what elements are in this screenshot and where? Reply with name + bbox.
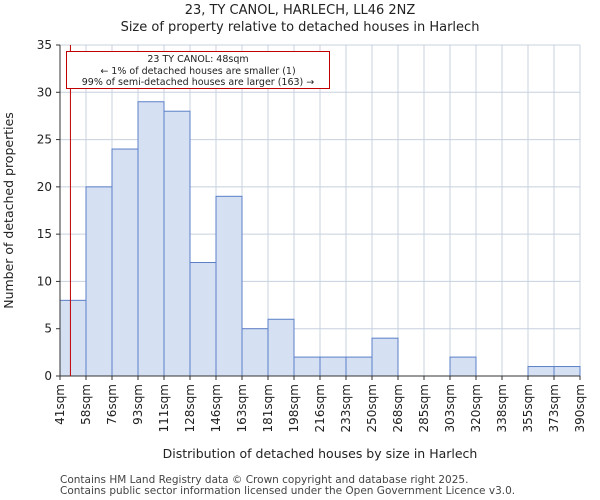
histogram-bar — [137, 101, 165, 377]
chart-subtitle: Size of property relative to detached ho… — [120, 20, 480, 35]
x-tick-label: 338sqm — [495, 384, 509, 432]
y-tick-label: 15 — [37, 227, 52, 241]
chart-title: 23, TY CANOL, HARLECH, LL46 2NZ — [184, 3, 416, 18]
histogram-bar — [293, 356, 321, 377]
histogram-bar — [527, 366, 555, 377]
y-tick-label: 20 — [37, 180, 52, 194]
y-tick-label: 0 — [44, 369, 52, 383]
annotation-line-1: 23 TY CANOL: 48sqm — [147, 54, 249, 65]
x-tick-label: 76sqm — [105, 384, 119, 425]
x-tick-label: 390sqm — [573, 384, 587, 432]
histogram-bar — [267, 318, 295, 377]
annotation-line-3: 99% of semi-detached houses are larger (… — [81, 77, 315, 88]
y-tick-label: 25 — [37, 133, 52, 147]
x-axis-label: Distribution of detached houses by size … — [163, 446, 478, 461]
y-tick-label: 30 — [37, 85, 52, 99]
histogram-bar — [449, 356, 477, 377]
histogram-bar — [371, 337, 399, 377]
x-tick-label: 181sqm — [261, 384, 275, 432]
x-tick-label: 268sqm — [391, 384, 405, 432]
annotation-line-2: ← 1% of detached houses are smaller (1) — [100, 65, 296, 77]
histogram-bar — [241, 328, 269, 377]
histogram-bar — [215, 195, 243, 377]
x-tick-label: 163sqm — [235, 384, 249, 432]
histogram-bar — [553, 366, 581, 377]
y-tick-label: 5 — [44, 322, 52, 336]
x-tick-label: 146sqm — [209, 384, 223, 432]
footer-line-2: Contains public sector information licen… — [60, 485, 516, 497]
histogram-bar — [189, 262, 217, 377]
y-tick-label: 10 — [37, 274, 52, 288]
x-tick-label: 320sqm — [469, 384, 483, 432]
histogram-bar — [163, 110, 191, 377]
x-tick-label: 303sqm — [443, 384, 457, 432]
x-tick-label: 216sqm — [313, 384, 327, 432]
histogram-bar — [319, 356, 347, 377]
footer-line-1: Contains HM Land Registry data © Crown c… — [60, 474, 469, 486]
histogram-bar — [59, 299, 87, 377]
x-tick-label: 198sqm — [287, 384, 301, 432]
x-tick-label: 355sqm — [521, 384, 535, 432]
annotation-box: 23 TY CANOL: 48sqm ← 1% of detached hous… — [66, 51, 330, 89]
x-tick-label: 128sqm — [183, 384, 197, 432]
y-tick-label: 35 — [37, 38, 52, 52]
x-tick-label: 285sqm — [417, 384, 431, 432]
y-axis-label: Number of detached properties — [1, 112, 16, 309]
x-tick-label: 233sqm — [339, 384, 353, 432]
histogram-bar — [111, 148, 139, 377]
histogram-bar — [345, 356, 373, 377]
x-tick-label: 111sqm — [157, 384, 171, 432]
x-tick-label: 250sqm — [365, 384, 379, 432]
x-tick-label: 93sqm — [131, 384, 145, 425]
x-tick-label: 58sqm — [79, 384, 93, 425]
histogram-bar — [85, 186, 113, 377]
x-tick-label: 373sqm — [547, 384, 561, 432]
x-tick-label: 41sqm — [53, 384, 67, 425]
